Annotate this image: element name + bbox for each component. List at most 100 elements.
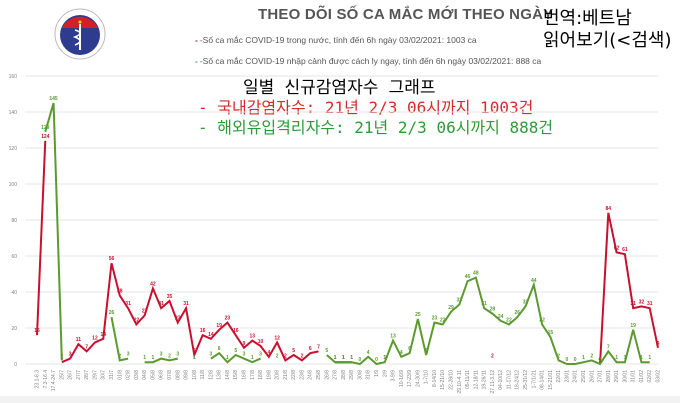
data-label: 5 [193, 348, 196, 354]
x-tick-label: 2/9 [382, 370, 388, 377]
data-label: 1 [334, 355, 337, 361]
data-label: 4 [267, 350, 270, 356]
data-label: 16 [34, 328, 40, 334]
x-tick-label: 31/8 [366, 370, 372, 380]
x-tick-label: 19-26/11 [482, 370, 488, 390]
data-label: 19 [216, 323, 222, 329]
data-label: 0 [599, 357, 602, 363]
data-label: 6 [309, 346, 312, 352]
x-tick-label: 22/8 [291, 370, 297, 380]
legend-domestic: - -Số ca mắc COVID-19 trong nước, tính đế… [195, 35, 477, 45]
x-tick-label: 27/8 [333, 370, 339, 380]
series-line [210, 351, 261, 364]
data-label: 1 [383, 355, 386, 361]
x-tick-label: 01/8 [117, 370, 123, 380]
data-label: 35 [167, 294, 173, 300]
data-label: 31 [647, 301, 653, 307]
data-label: 5 [234, 348, 237, 354]
data-label: 124 [41, 134, 50, 140]
data-label: 0 [574, 357, 577, 363]
y-tick-label: 40 [11, 290, 17, 296]
data-label: 2 [557, 353, 560, 359]
x-tick-label: 15/8 [233, 370, 239, 380]
data-label: 4 [367, 350, 370, 356]
x-tick-label: 20/8 [275, 370, 281, 380]
x-tick-label: 17.4-24.7 [51, 370, 57, 391]
x-tick-label: 3-9/9 [391, 370, 397, 382]
x-tick-label: 04/8 [142, 370, 148, 380]
data-label: 1 [342, 355, 345, 361]
data-label: 25 [415, 312, 421, 318]
series-line [44, 102, 63, 361]
x-tick-label: 17/8 [250, 370, 256, 380]
data-label: 1 [334, 355, 337, 361]
x-tick-label: 14/8 [225, 370, 231, 380]
data-label: 2 [491, 353, 494, 359]
data-label: 1 [251, 355, 254, 361]
x-tick-label: 18/8 [258, 370, 264, 380]
translation-note: 번역:베트남 읽어보기(<검색) [543, 8, 672, 52]
data-label: 9 [243, 341, 246, 347]
x-tick-label: 1-7/1/21 [531, 370, 537, 389]
series-line [110, 317, 129, 362]
data-label: 11 [76, 337, 82, 343]
x-tick-label: 22/01 [556, 370, 562, 383]
data-label: 19 [630, 323, 636, 329]
data-label: 1 [383, 355, 386, 361]
data-label: 31 [125, 301, 131, 307]
data-label: 6 [218, 346, 221, 352]
data-label: 2 [168, 353, 171, 359]
data-label: 0 [566, 357, 569, 363]
x-tick-label: 27/01 [598, 370, 604, 383]
data-label: 129 [41, 125, 50, 131]
data-label: 44 [531, 278, 537, 284]
data-label: 5 [325, 348, 328, 354]
data-label: 26 [109, 310, 115, 316]
data-label: 14 [208, 332, 214, 338]
x-tick-label: 09/8 [184, 370, 190, 380]
data-label: 3 [209, 352, 212, 358]
x-tick-label: 08/8 [175, 370, 181, 380]
data-label: 13 [390, 334, 396, 340]
data-label: 23 [432, 316, 438, 322]
data-label: 1 [350, 355, 353, 361]
data-label: 14 [100, 332, 106, 338]
x-tick-label: 29/8 [349, 370, 355, 380]
data-label: 31 [183, 301, 189, 307]
data-label: 7 [607, 344, 610, 350]
x-tick-label: 11-17/12 [506, 370, 512, 390]
data-label: 0 [359, 357, 362, 363]
data-label: 48 [473, 271, 479, 277]
x-tick-label: 21/8 [283, 370, 289, 380]
data-label: 3 [259, 352, 262, 358]
data-label: 7 [317, 344, 320, 350]
series-line [144, 357, 178, 364]
data-label: 0 [375, 357, 378, 363]
x-tick-label: 02/8 [126, 370, 132, 380]
data-label: 32 [523, 299, 529, 305]
data-label: 1 [582, 355, 585, 361]
x-tick-label: 29/7 [92, 370, 98, 380]
x-tick-label: 03/8 [134, 370, 140, 380]
data-label: 3 [160, 352, 163, 358]
y-tick-label: 20 [11, 326, 17, 332]
x-tick-label: 23.1-6.3 [35, 370, 41, 389]
x-tick-label: 04-10/12 [498, 370, 504, 390]
x-tick-label: 26/01 [589, 370, 595, 383]
x-tick-label: 25/8 [316, 370, 322, 380]
series-line [61, 262, 319, 364]
ministry-logo-icon [54, 8, 106, 60]
x-tick-label: 22-28/10 [449, 370, 455, 390]
data-label: 2 [118, 353, 121, 359]
x-tick-label: 25/7 [59, 370, 65, 380]
data-label: 9 [657, 341, 660, 347]
data-label: 38 [117, 289, 123, 295]
data-label: 31 [481, 301, 487, 307]
data-label: 27 [142, 308, 148, 314]
x-tick-label: 23/01 [564, 370, 570, 383]
x-tick-label: 7.3-16.4 [43, 370, 49, 389]
data-label: 2 [60, 353, 63, 359]
data-label: 56 [109, 256, 115, 262]
